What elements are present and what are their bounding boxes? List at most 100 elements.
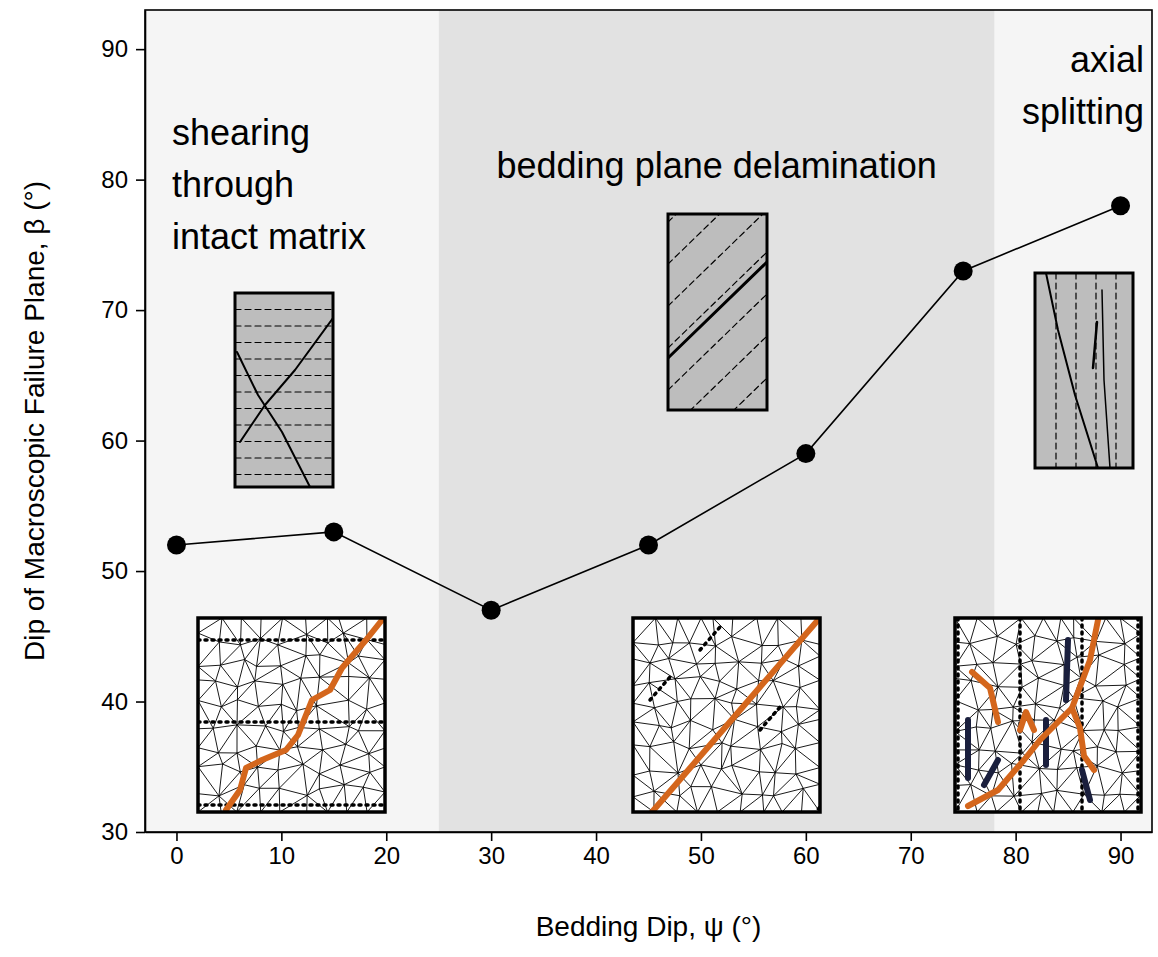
- bedding-line: [235, 474, 333, 475]
- y-axis-line: [145, 11, 147, 833]
- crack-path: [1072, 620, 1098, 708]
- x-tick: 10: [269, 832, 296, 869]
- x-tick-mark: [1120, 832, 1122, 841]
- x-tick: 50: [688, 832, 715, 869]
- bedding-line: [1075, 273, 1076, 468]
- data-point: [639, 535, 658, 554]
- x-tick-label: 20: [373, 842, 400, 869]
- x-tick-label: 40: [583, 842, 610, 869]
- split-crack: [1102, 290, 1110, 468]
- x-tick-mark: [596, 832, 598, 841]
- x-tick-label: 50: [688, 842, 715, 869]
- region-label: shearing: [172, 112, 310, 153]
- x-tick-label: 0: [170, 842, 183, 869]
- weak-layer: [198, 638, 385, 642]
- x-tick: 40: [583, 832, 610, 869]
- specimen-sketch: [235, 293, 333, 487]
- y-tick: 30: [101, 818, 145, 845]
- y-tick-mark: [136, 571, 145, 573]
- mesh-edges: [955, 618, 1141, 812]
- delamination-crack: [668, 262, 767, 358]
- specimen-body: [668, 214, 767, 410]
- shear-crack: [237, 352, 310, 487]
- x-tick-label: 10: [269, 842, 296, 869]
- mesh-sketch: [198, 618, 385, 812]
- split-crack: [1093, 322, 1097, 368]
- weak-layer: [956, 618, 960, 812]
- schematics: [198, 84, 1141, 830]
- specimen-sketch: [668, 84, 767, 558]
- split-crack: [1046, 273, 1098, 468]
- mesh-edges: [198, 618, 385, 812]
- x-tick-mark: [281, 832, 283, 841]
- region-band: [439, 10, 995, 832]
- mesh-frame: [955, 618, 1141, 812]
- weak-layer: [650, 677, 670, 700]
- crack-path: [1020, 712, 1034, 730]
- crack-path: [968, 708, 1094, 806]
- region-label: axial: [1070, 39, 1144, 80]
- y-tick-label: 90: [101, 35, 128, 62]
- bedding-line: [235, 441, 333, 442]
- bedding-line: [1095, 273, 1096, 468]
- x-tick-label: 90: [1108, 842, 1135, 869]
- specimen-lines: [668, 214, 767, 410]
- plot-frame: [145, 10, 1152, 832]
- mesh-ground: [955, 618, 1141, 812]
- y-tick-mark: [136, 179, 145, 181]
- x-tick-mark: [176, 832, 178, 841]
- tensile-crack: [1082, 770, 1090, 800]
- mesh-ground: [198, 618, 385, 812]
- crack-path: [972, 672, 998, 722]
- specimen-body: [235, 293, 333, 487]
- bedding-line: [235, 408, 333, 409]
- x-tick-mark: [910, 832, 912, 841]
- bedding-line: [235, 457, 333, 458]
- bedding-line: [668, 378, 767, 410]
- bedding-line: [668, 214, 767, 306]
- bedding-line: [1055, 273, 1056, 468]
- mesh-sketch: [955, 618, 1141, 812]
- tensile-crack: [965, 720, 971, 778]
- data-line: [176, 206, 1120, 610]
- y-tick: 80: [101, 166, 145, 193]
- mesh-content: [198, 618, 385, 812]
- specimen-lines: [235, 310, 333, 488]
- x-tick: 70: [898, 832, 925, 869]
- data-point: [954, 261, 973, 280]
- x-axis: 0 10 20 30 40 50 60 70 80 90: [146, 832, 1153, 869]
- y-tick-mark: [136, 310, 145, 312]
- shear-crack: [240, 318, 333, 442]
- mesh-frame: [633, 618, 820, 812]
- y-tick-label: 60: [101, 427, 128, 454]
- x-tick-mark: [806, 832, 808, 841]
- chart: shearingthroughintact matrixbedding plan…: [0, 0, 1158, 957]
- data-point: [167, 535, 186, 554]
- y-tick: 60: [101, 427, 145, 454]
- y-tick-label: 40: [101, 688, 128, 715]
- region-label: through: [172, 164, 294, 205]
- y-tick-label: 80: [101, 166, 128, 193]
- y-tick-label: 50: [101, 557, 128, 584]
- bedding-line: [235, 391, 333, 392]
- x-tick-label: 60: [793, 842, 820, 869]
- bedding-line: [668, 252, 767, 348]
- x-tick: 80: [1003, 832, 1030, 869]
- crack-path: [226, 620, 382, 810]
- specimen-lines: [1046, 273, 1116, 468]
- y-tick-label: 70: [101, 296, 128, 323]
- mesh-ground: [633, 618, 820, 812]
- x-tick-label: 70: [898, 842, 925, 869]
- mesh-sketch: [633, 618, 820, 830]
- specimen-sketch: [1035, 273, 1133, 468]
- x-axis-title: Bedding Dip, ψ (°): [536, 911, 762, 942]
- bedding-line: [235, 358, 333, 359]
- data-marks: [167, 196, 1130, 619]
- x-tick: 30: [478, 832, 505, 869]
- bedding-line: [235, 325, 333, 326]
- y-tick: 70: [101, 296, 145, 323]
- data-point: [482, 601, 501, 620]
- x-tick: 60: [793, 832, 820, 869]
- tensile-crack: [1043, 720, 1049, 765]
- region-label: bedding plane delamination: [497, 145, 937, 186]
